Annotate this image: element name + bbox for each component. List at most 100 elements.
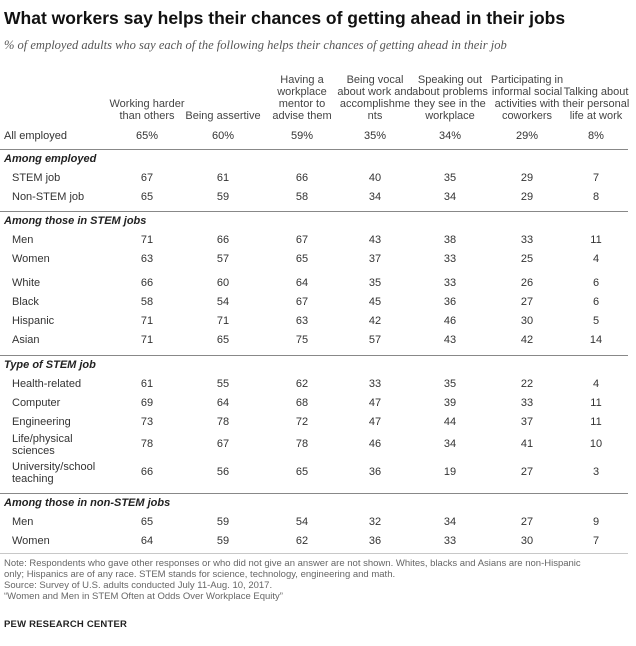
row-label: University/school teaching bbox=[12, 461, 96, 485]
table-cell: 59% bbox=[290, 130, 314, 142]
table-cell: 56 bbox=[216, 466, 230, 478]
table-cell: 27 bbox=[520, 296, 534, 308]
table-cell: 37 bbox=[368, 253, 382, 265]
section-divider bbox=[0, 149, 628, 150]
table-cell: 7 bbox=[592, 535, 600, 547]
table-cell: 46 bbox=[368, 438, 382, 450]
table-cell: 71 bbox=[140, 315, 154, 327]
row-label: STEM job bbox=[12, 172, 61, 184]
table-cell: 60% bbox=[211, 130, 235, 142]
table-cell: 29% bbox=[515, 130, 539, 142]
table-cell: 71 bbox=[140, 334, 154, 346]
table-cell: 65 bbox=[216, 334, 230, 346]
table-cell: 33 bbox=[520, 234, 534, 246]
table-cell: 73 bbox=[140, 416, 154, 428]
row-label: Men bbox=[12, 234, 34, 246]
row-label: Non-STEM job bbox=[12, 191, 85, 203]
table-cell: 59 bbox=[216, 191, 230, 203]
table-cell: 36 bbox=[443, 296, 457, 308]
table-cell: 66 bbox=[295, 172, 309, 184]
table-cell: 62 bbox=[295, 378, 309, 390]
column-header: Being vocal about work and accomplishme … bbox=[337, 74, 413, 122]
section-heading: Among those in STEM jobs bbox=[4, 215, 147, 227]
table-cell: 33 bbox=[443, 253, 457, 265]
table-cell: 30 bbox=[520, 315, 534, 327]
table-cell: 6 bbox=[592, 296, 600, 308]
table-cell: 66 bbox=[216, 234, 230, 246]
table-cell: 40 bbox=[368, 172, 382, 184]
table-cell: 35 bbox=[368, 277, 382, 289]
column-header: Being assertive bbox=[185, 110, 261, 122]
table-cell: 6 bbox=[592, 277, 600, 289]
table-cell: 4 bbox=[592, 253, 600, 265]
table-cell: 27 bbox=[520, 466, 534, 478]
table-cell: 33 bbox=[443, 277, 457, 289]
row-label: White bbox=[12, 277, 41, 289]
section-divider bbox=[0, 211, 628, 212]
column-header: Participating in informal social activit… bbox=[490, 74, 564, 122]
table-cell: 65 bbox=[295, 253, 309, 265]
table-cell: 46 bbox=[443, 315, 457, 327]
row-label: Engineering bbox=[12, 416, 71, 428]
notes: Note: Respondents who gave other respons… bbox=[4, 558, 632, 602]
table-cell: 4 bbox=[592, 378, 600, 390]
table-cell: 26 bbox=[520, 277, 534, 289]
table-cell: 47 bbox=[368, 397, 382, 409]
table-cell: 64 bbox=[216, 397, 230, 409]
table-cell: 78 bbox=[295, 438, 309, 450]
table-cell: 36 bbox=[368, 535, 382, 547]
table-cell: 3 bbox=[592, 466, 600, 478]
table-cell: 33 bbox=[520, 397, 534, 409]
table-cell: 34 bbox=[443, 438, 457, 450]
table-cell: 71 bbox=[216, 315, 230, 327]
table-cell: 58 bbox=[140, 296, 154, 308]
table-cell: 44 bbox=[443, 416, 457, 428]
row-label: Health-related bbox=[12, 378, 82, 390]
table-cell: 27 bbox=[520, 516, 534, 528]
table-cell: 43 bbox=[443, 334, 457, 346]
table-cell: 5 bbox=[592, 315, 600, 327]
table-cell: 34% bbox=[438, 130, 462, 142]
table-cell: 58 bbox=[295, 191, 309, 203]
column-header: Working harder than others bbox=[109, 98, 185, 122]
table-cell: 64 bbox=[140, 535, 154, 547]
row-label: Life/physical sciences bbox=[12, 433, 73, 457]
table-cell: 67 bbox=[140, 172, 154, 184]
table-cell: 66 bbox=[140, 277, 154, 289]
section-heading: Type of STEM job bbox=[4, 359, 96, 371]
table-cell: 11 bbox=[590, 416, 602, 428]
table-cell: 34 bbox=[368, 191, 382, 203]
table-cell: 65 bbox=[295, 466, 309, 478]
table-cell: 65% bbox=[135, 130, 159, 142]
table-cell: 57 bbox=[368, 334, 382, 346]
table-cell: 78 bbox=[140, 438, 154, 450]
table-cell: 33 bbox=[368, 378, 382, 390]
table-cell: 10 bbox=[589, 438, 603, 450]
table-cell: 65 bbox=[140, 516, 154, 528]
note-line: Note: Respondents who gave other respons… bbox=[4, 558, 581, 569]
table-cell: 67 bbox=[295, 296, 309, 308]
table-cell: 69 bbox=[140, 397, 154, 409]
table-cell: 35% bbox=[363, 130, 387, 142]
table-cell: 67 bbox=[216, 438, 230, 450]
table-cell: 59 bbox=[216, 516, 230, 528]
table-cell: 68 bbox=[295, 397, 309, 409]
row-label: Black bbox=[12, 296, 39, 308]
table-cell: 14 bbox=[589, 334, 603, 346]
table-cell: 32 bbox=[368, 516, 382, 528]
table-cell: 55 bbox=[216, 378, 230, 390]
row-label: Hispanic bbox=[12, 315, 55, 327]
column-header: Talking about their personal life at wor… bbox=[562, 86, 630, 122]
table-cell: 11 bbox=[590, 234, 602, 246]
page-subtitle: % of employed adults who say each of the… bbox=[4, 38, 507, 52]
table-cell: 30 bbox=[520, 535, 534, 547]
table-cell: 35 bbox=[443, 378, 457, 390]
table-cell: 60 bbox=[216, 277, 230, 289]
table-cell: 9 bbox=[592, 516, 600, 528]
table-cell: 22 bbox=[520, 378, 534, 390]
table-cell: 29 bbox=[520, 172, 534, 184]
column-header: Speaking out about problems they see in … bbox=[412, 74, 488, 122]
table-cell: 63 bbox=[140, 253, 154, 265]
table-cell: 34 bbox=[443, 191, 457, 203]
table-cell: 67 bbox=[295, 234, 309, 246]
